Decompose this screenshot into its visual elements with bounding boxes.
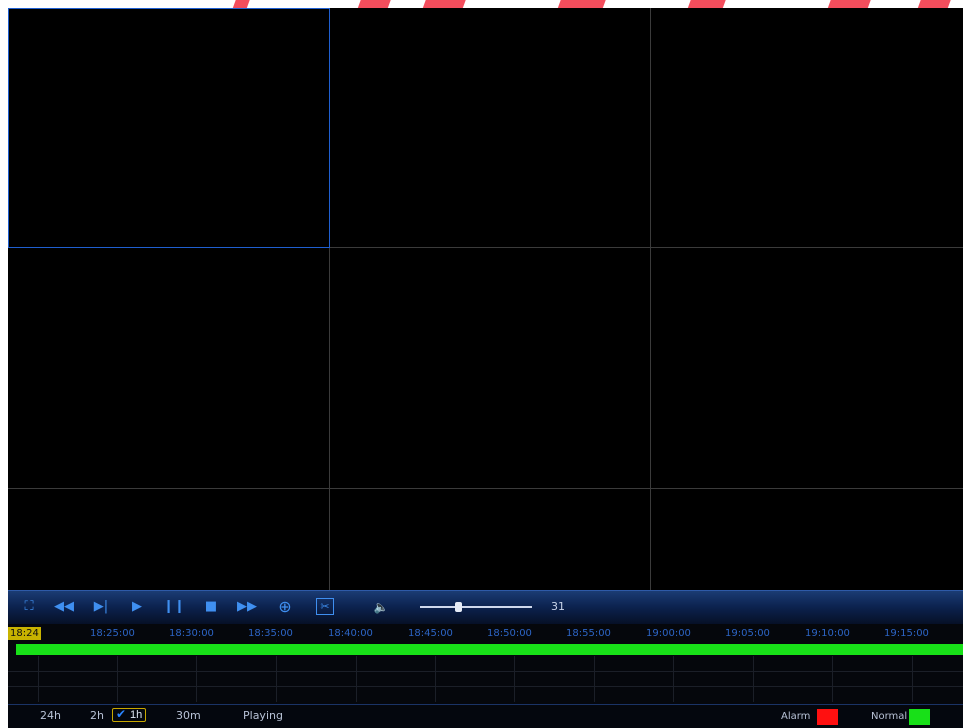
stop-button[interactable]: ■: [204, 599, 218, 614]
range-2h[interactable]: 2h: [90, 709, 104, 722]
time-tick: 19:00:00: [646, 628, 691, 639]
legend-alarm-swatch: [817, 709, 838, 725]
fast-forward-button[interactable]: ▶▶: [237, 599, 257, 614]
volume-slider-handle[interactable]: [455, 602, 462, 612]
video-cell-7[interactable]: [8, 489, 330, 590]
play-button[interactable]: ▶: [132, 599, 142, 614]
video-cell-2[interactable]: [330, 8, 651, 248]
time-tick: 19:10:00: [805, 628, 850, 639]
zoom-in-button[interactable]: ⊕: [278, 597, 292, 616]
step-forward-button[interactable]: ▶|: [93, 599, 109, 614]
time-tick: 18:30:00: [169, 628, 214, 639]
video-cell-4[interactable]: [8, 248, 330, 489]
time-tick: 18:40:00: [328, 628, 373, 639]
pause-button[interactable]: ❙❙: [163, 599, 185, 614]
fullscreen-button[interactable]: ⛶: [24, 599, 34, 614]
range-30m[interactable]: 30m: [176, 709, 201, 722]
rewind-button[interactable]: ◀◀: [54, 599, 74, 614]
current-time-label: 18:24: [8, 627, 41, 640]
video-cell-8[interactable]: [330, 489, 651, 590]
time-tick: 19:15:00: [884, 628, 929, 639]
time-tick: 18:55:00: [566, 628, 611, 639]
volume-slider-track[interactable]: [420, 606, 532, 608]
time-tick: 18:45:00: [408, 628, 453, 639]
volume-value: 31: [551, 600, 565, 613]
time-tick: 19:05:00: [725, 628, 770, 639]
legend-normal-swatch: [909, 709, 930, 725]
range-1h-label: 1h: [130, 709, 143, 721]
video-cell-3[interactable]: [651, 8, 963, 248]
watermark-strip: [0, 0, 963, 10]
playback-status: Playing: [243, 709, 283, 722]
range-24h[interactable]: 24h: [40, 709, 61, 722]
time-tick: 18:35:00: [248, 628, 293, 639]
clip-button[interactable]: ✂: [316, 598, 334, 615]
time-tick: 18:25:00: [90, 628, 135, 639]
video-cell-5[interactable]: [330, 248, 651, 489]
legend-normal-label: Normal: [871, 711, 908, 722]
legend-alarm-label: Alarm: [781, 711, 811, 722]
range-1h[interactable]: ✔ 1h: [112, 707, 146, 722]
bottom-status-bar: 24h 2h ✔ 1h 30m Playing Alarm Normal: [8, 704, 963, 728]
playback-toolbar: ⛶ ◀◀ ▶| ▶ ❙❙ ■ ▶▶ ⊕ ✂ 🔈 31: [8, 590, 963, 625]
timeline[interactable]: 18:24 18:25:00 18:30:00 18:35:00 18:40:0…: [8, 624, 963, 704]
playback-screen: ⛶ ◀◀ ▶| ▶ ❙❙ ■ ▶▶ ⊕ ✂ 🔈 31 18:24 18:25:0…: [8, 8, 963, 728]
video-cell-6[interactable]: [651, 248, 963, 489]
time-tick: 18:50:00: [487, 628, 532, 639]
normal-recording-bar[interactable]: [16, 644, 963, 655]
video-cell-1[interactable]: [8, 8, 330, 248]
video-cell-9[interactable]: [651, 489, 963, 590]
volume-button[interactable]: 🔈: [373, 600, 389, 614]
video-grid: [8, 8, 963, 590]
check-icon: ✔: [116, 707, 127, 721]
